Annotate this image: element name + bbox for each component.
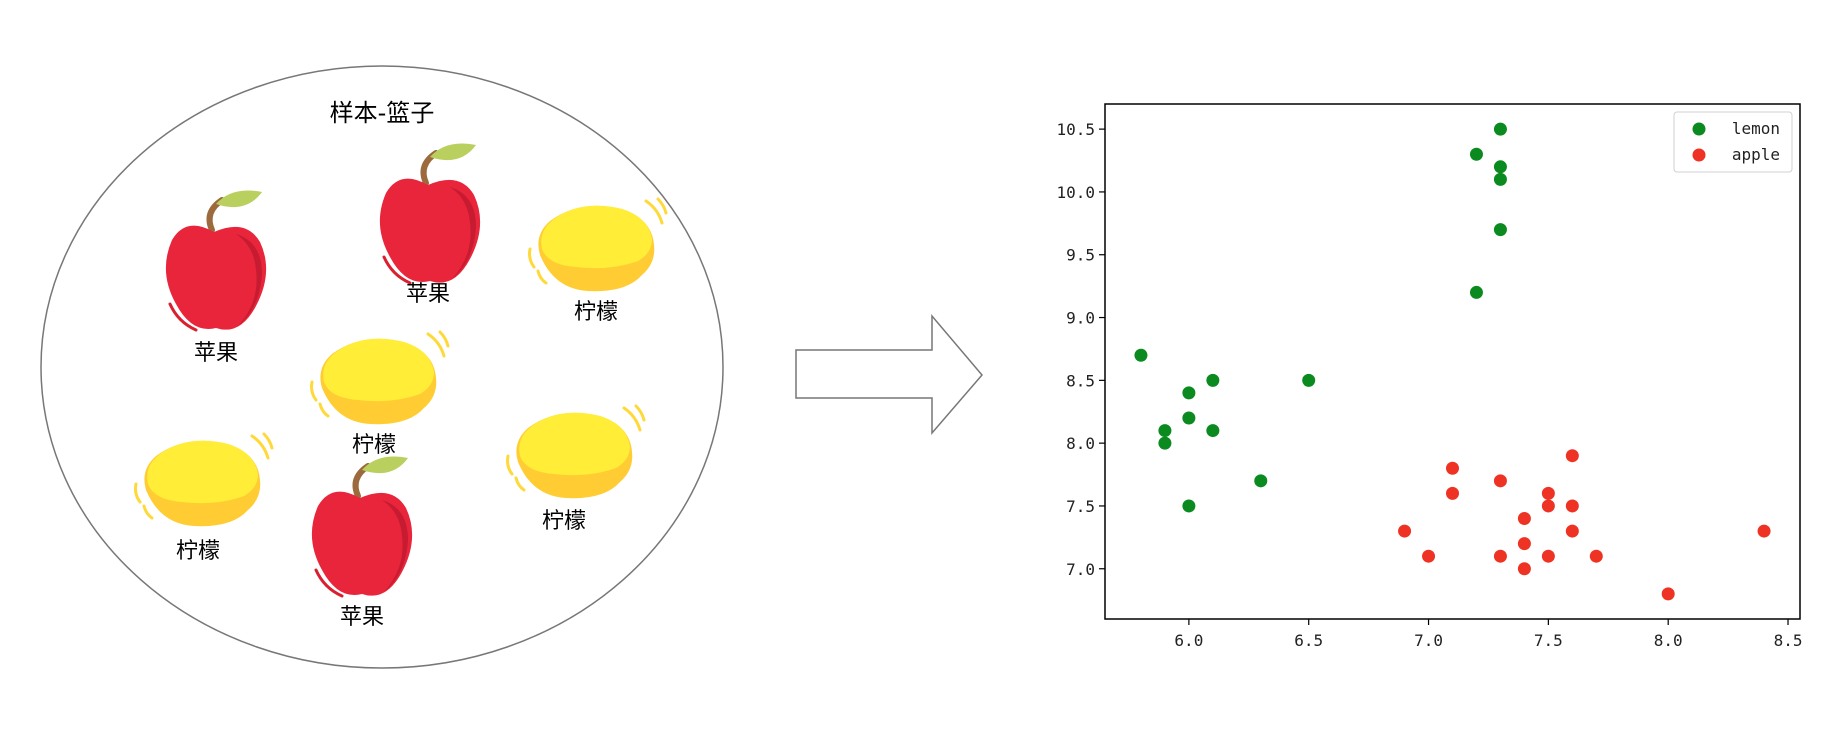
- x-tick-label: 6.0: [1174, 631, 1203, 650]
- point-apple-1: [1422, 549, 1436, 563]
- x-axis: 6.0 6.5 7.0 7.5 8.0 8.5: [1174, 619, 1802, 650]
- fruit-label: 苹果: [406, 282, 450, 307]
- basket-title: 样本-篮子: [330, 99, 435, 127]
- y-tick-label: 10.5: [1056, 120, 1095, 139]
- point-apple-5: [1493, 549, 1507, 563]
- point-lemon-14: [1493, 172, 1507, 186]
- basket: 样本-篮子 苹果 苹果 柠檬 柠檬 柠檬 柠檬 苹果: [40, 65, 724, 669]
- fruit-label: 柠檬: [352, 433, 396, 458]
- point-lemon-10: [1469, 147, 1483, 161]
- fruit-lemon-3: 柠檬: [506, 404, 646, 534]
- point-lemon-7: [1206, 424, 1220, 438]
- point-lemon-11: [1469, 285, 1483, 299]
- point-apple-13: [1565, 499, 1579, 513]
- plot-points: [1134, 122, 1771, 601]
- fruit-lemon-1: 柠檬: [528, 197, 668, 325]
- fruit-label: 苹果: [194, 341, 238, 366]
- point-lemon-9: [1302, 373, 1316, 387]
- point-lemon-4: [1182, 411, 1196, 425]
- point-apple-16: [1661, 587, 1675, 601]
- legend: lemon apple: [1673, 111, 1793, 173]
- fruit-label: 柠檬: [574, 300, 618, 325]
- point-apple-12: [1565, 449, 1579, 463]
- x-tick-label: 8.0: [1654, 631, 1683, 650]
- legend-marker-lemon: [1692, 122, 1706, 136]
- point-lemon-1: [1158, 424, 1172, 438]
- right-arrow-icon: [795, 313, 983, 436]
- x-tick-label: 6.5: [1294, 631, 1323, 650]
- point-apple-15: [1589, 549, 1603, 563]
- point-apple-7: [1517, 537, 1531, 551]
- point-lemon-12: [1493, 122, 1507, 136]
- point-apple-2: [1446, 461, 1459, 475]
- point-lemon-0: [1134, 348, 1148, 362]
- fruit-apple-2: 苹果: [380, 144, 480, 307]
- y-tick-label: 7.0: [1066, 560, 1095, 579]
- point-lemon-13: [1493, 160, 1507, 174]
- point-apple-3: [1446, 486, 1459, 500]
- point-lemon-6: [1206, 373, 1220, 387]
- point-lemon-15: [1493, 223, 1507, 237]
- y-tick-label: 8.5: [1066, 371, 1095, 390]
- fruit-lemon-4: 柠檬: [134, 432, 274, 564]
- fruit-label: 柠檬: [542, 509, 586, 534]
- point-apple-9: [1541, 486, 1555, 500]
- scatter-chart: 6.0 6.5 7.0 7.5 8.0 8.5 7.0 7.5 8.0 8.5 9.0 9.5 10.…: [1056, 103, 1802, 650]
- fruit-apple-1: 苹果: [166, 191, 266, 366]
- x-tick-label: 8.5: [1774, 631, 1803, 650]
- point-apple-8: [1517, 562, 1531, 576]
- point-apple-10: [1541, 499, 1555, 513]
- plot-frame: [1104, 103, 1801, 620]
- x-tick-label: 7.5: [1534, 631, 1563, 650]
- point-lemon-8: [1254, 474, 1268, 488]
- point-apple-0: [1398, 524, 1412, 538]
- point-apple-11: [1541, 549, 1555, 563]
- fruit-label: 苹果: [340, 605, 384, 630]
- point-lemon-5: [1182, 499, 1196, 513]
- point-lemon-2: [1158, 436, 1172, 450]
- fruit-lemon-2: 柠檬: [310, 330, 450, 458]
- y-tick-label: 7.5: [1066, 497, 1095, 516]
- fruit-apple-3: 苹果: [312, 457, 412, 630]
- y-axis: 7.0 7.5 8.0 8.5 9.0 9.5 10.0 10.5: [1056, 120, 1105, 579]
- legend-label-lemon: lemon: [1732, 119, 1780, 138]
- fruit-label: 柠檬: [176, 539, 220, 564]
- x-tick-label: 7.0: [1414, 631, 1443, 650]
- legend-marker-apple: [1692, 148, 1706, 162]
- y-tick-label: 9.0: [1066, 309, 1095, 328]
- point-apple-4: [1493, 474, 1507, 488]
- y-tick-label: 9.5: [1066, 246, 1095, 265]
- y-tick-label: 8.0: [1066, 434, 1095, 453]
- legend-label-apple: apple: [1732, 145, 1780, 164]
- point-lemon-3: [1182, 386, 1196, 400]
- y-tick-label: 10.0: [1056, 183, 1095, 202]
- point-apple-14: [1565, 524, 1579, 538]
- point-apple-6: [1517, 512, 1531, 526]
- point-apple-17: [1757, 524, 1771, 538]
